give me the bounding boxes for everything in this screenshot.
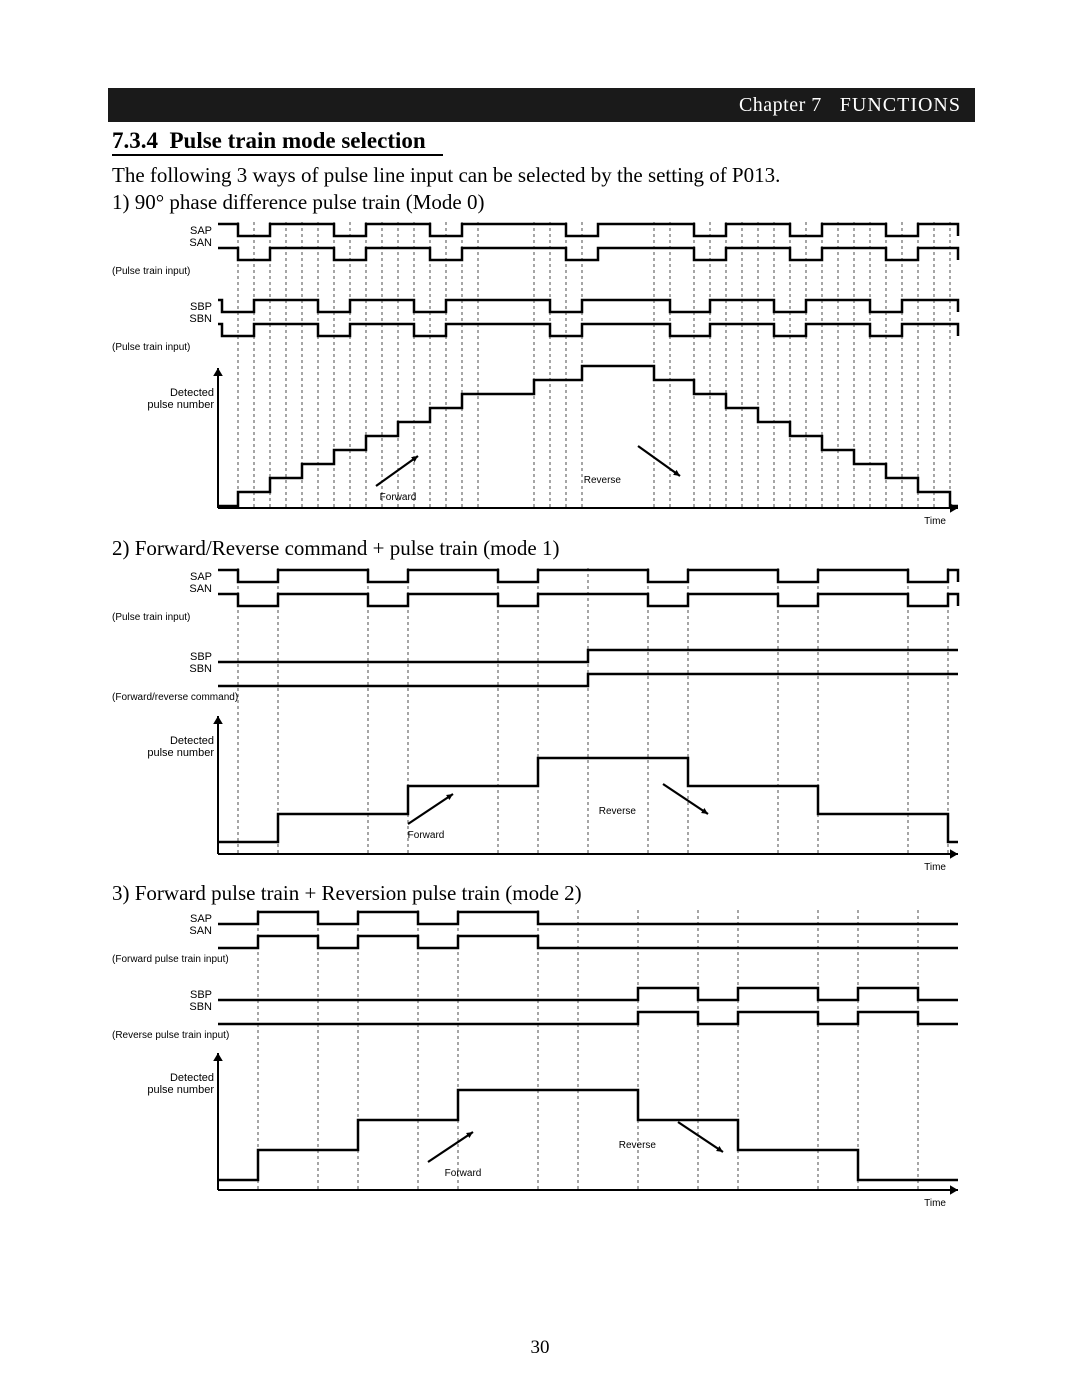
svg-text:SBN: SBN bbox=[189, 1001, 212, 1013]
intro-text: The following 3 ways of pulse line input… bbox=[112, 162, 972, 189]
mode0-caption: 1) 90° phase difference pulse train (Mod… bbox=[112, 189, 484, 216]
svg-text:Detected: Detected bbox=[170, 387, 214, 399]
svg-text:SAN: SAN bbox=[189, 925, 212, 937]
svg-text:Time: Time bbox=[924, 862, 946, 872]
svg-text:Detected: Detected bbox=[170, 735, 214, 747]
page-number: 30 bbox=[0, 1337, 1080, 1359]
chapter-label: Chapter 7 bbox=[739, 94, 822, 117]
chapter-header: Chapter 7 FUNCTIONS bbox=[108, 88, 975, 122]
mode1-caption: 2) Forward/Reverse command + pulse train… bbox=[112, 535, 559, 562]
svg-text:(Pulse train input): (Pulse train input) bbox=[112, 612, 190, 623]
svg-text:(Forward pulse train input): (Forward pulse train input) bbox=[112, 954, 229, 965]
svg-text:Forward: Forward bbox=[408, 830, 445, 841]
svg-text:(Reverse pulse train input): (Reverse pulse train input) bbox=[112, 1030, 229, 1041]
svg-text:(Pulse train input): (Pulse train input) bbox=[112, 266, 190, 277]
svg-text:(Forward/reverse command): (Forward/reverse command) bbox=[112, 692, 238, 703]
svg-text:Time: Time bbox=[924, 1198, 946, 1208]
svg-text:pulse number: pulse number bbox=[147, 747, 214, 759]
svg-text:pulse number: pulse number bbox=[147, 1084, 214, 1096]
svg-text:SBN: SBN bbox=[189, 313, 212, 325]
svg-text:SAN: SAN bbox=[189, 237, 212, 249]
svg-text:Reverse: Reverse bbox=[619, 1140, 657, 1151]
svg-text:SBP: SBP bbox=[190, 989, 212, 1001]
svg-text:SAP: SAP bbox=[190, 225, 212, 237]
section-title: 7.3.4 Pulse train mode selection bbox=[112, 128, 443, 156]
svg-text:Detected: Detected bbox=[170, 1072, 214, 1084]
section-heading: Pulse train mode selection bbox=[170, 128, 426, 153]
svg-text:Forward: Forward bbox=[380, 492, 417, 503]
mode2-caption: 3) Forward pulse train + Reversion pulse… bbox=[112, 880, 582, 907]
diagram-mode1: SAPSAN (Pulse train input) SBPSBN (Forward/… bbox=[108, 566, 978, 872]
page: Chapter 7 FUNCTIONS 7.3.4 Pulse train mo… bbox=[0, 0, 1080, 1397]
svg-text:SBP: SBP bbox=[190, 301, 212, 313]
functions-label: FUNCTIONS bbox=[840, 94, 961, 117]
svg-text:SBN: SBN bbox=[189, 663, 212, 675]
svg-text:Reverse: Reverse bbox=[599, 806, 637, 817]
diagram-mode0: SAPSAN (Pulse train input) SBPSBN (Pulse tr… bbox=[108, 218, 978, 528]
svg-text:Reverse: Reverse bbox=[584, 475, 622, 486]
svg-text:SBP: SBP bbox=[190, 651, 212, 663]
svg-text:(Pulse train input): (Pulse train input) bbox=[112, 342, 190, 353]
section-number: 7.3.4 bbox=[112, 128, 158, 153]
diagram-mode2: SAPSAN (Forward pulse train input) SBPSBN (… bbox=[108, 908, 978, 1208]
svg-text:pulse number: pulse number bbox=[147, 399, 214, 411]
svg-text:SAN: SAN bbox=[189, 583, 212, 595]
svg-text:Time: Time bbox=[924, 516, 946, 527]
svg-text:SAP: SAP bbox=[190, 571, 212, 583]
svg-text:SAP: SAP bbox=[190, 913, 212, 925]
svg-text:Forward: Forward bbox=[445, 1168, 482, 1179]
